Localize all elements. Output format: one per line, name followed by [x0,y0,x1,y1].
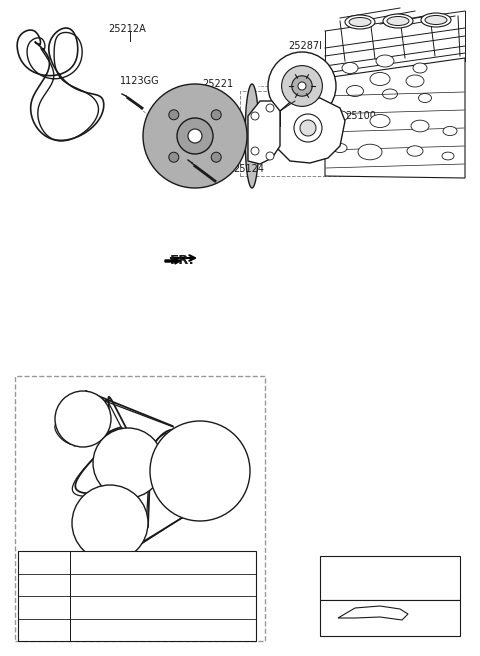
Circle shape [188,129,202,143]
Circle shape [266,104,274,112]
Circle shape [177,118,213,154]
Circle shape [298,82,306,90]
Circle shape [251,147,259,155]
Ellipse shape [407,146,423,156]
Ellipse shape [425,16,447,24]
Circle shape [251,112,259,120]
Circle shape [72,485,148,561]
Ellipse shape [349,18,371,26]
Polygon shape [275,98,345,163]
Text: AC: AC [23,603,35,612]
Text: AN: AN [75,414,90,424]
Ellipse shape [387,16,409,26]
Circle shape [150,421,250,521]
Ellipse shape [358,144,382,160]
Polygon shape [325,58,465,178]
Polygon shape [165,258,180,264]
Text: AIR CON COMPRESSOR: AIR CON COMPRESSOR [75,603,179,612]
Circle shape [211,110,221,120]
Text: 25221: 25221 [202,79,233,89]
Circle shape [143,84,247,188]
Text: ALTERNATOR: ALTERNATOR [75,625,133,634]
Ellipse shape [345,15,375,29]
Circle shape [282,66,323,106]
Text: AC: AC [103,518,117,528]
Text: 25100: 25100 [345,111,376,121]
Ellipse shape [413,63,427,73]
Text: 21451B: 21451B [369,573,411,583]
Circle shape [294,114,322,142]
Ellipse shape [342,62,358,73]
Text: FR.: FR. [170,253,195,266]
Ellipse shape [245,84,259,188]
Text: 25212A: 25212A [108,24,146,34]
Ellipse shape [370,115,390,127]
Ellipse shape [376,55,394,67]
Circle shape [93,428,163,498]
Circle shape [268,52,336,120]
Bar [18,551,256,641]
Ellipse shape [421,13,451,27]
Text: WATER PUMP: WATER PUMP [75,581,134,589]
Ellipse shape [411,120,429,132]
Circle shape [266,152,274,160]
Text: 1123GG: 1123GG [120,76,160,86]
Text: CS: CS [193,466,207,476]
Text: WP: WP [120,458,136,468]
Bar [320,600,460,636]
Ellipse shape [347,85,363,96]
Polygon shape [338,606,408,620]
Ellipse shape [406,75,424,87]
Ellipse shape [333,144,347,153]
Ellipse shape [332,111,348,121]
Text: AN: AN [23,625,36,634]
Text: 25287I: 25287I [288,41,322,51]
Bar [320,556,460,600]
Text: CRANKSHAFT: CRANKSHAFT [75,558,135,567]
Circle shape [169,152,179,162]
Circle shape [292,76,312,96]
Circle shape [55,391,111,447]
Ellipse shape [419,94,432,102]
Bar [15,376,265,641]
Circle shape [169,110,179,120]
Ellipse shape [383,89,397,99]
Text: 25124: 25124 [233,164,264,174]
Text: CS: CS [23,558,35,567]
Text: WP: WP [23,581,37,589]
Ellipse shape [383,14,413,28]
Ellipse shape [442,152,454,160]
Ellipse shape [443,127,457,136]
Polygon shape [248,101,280,164]
Ellipse shape [370,73,390,85]
Circle shape [211,152,221,162]
Text: 11403C: 11403C [172,147,209,157]
Circle shape [300,120,316,136]
